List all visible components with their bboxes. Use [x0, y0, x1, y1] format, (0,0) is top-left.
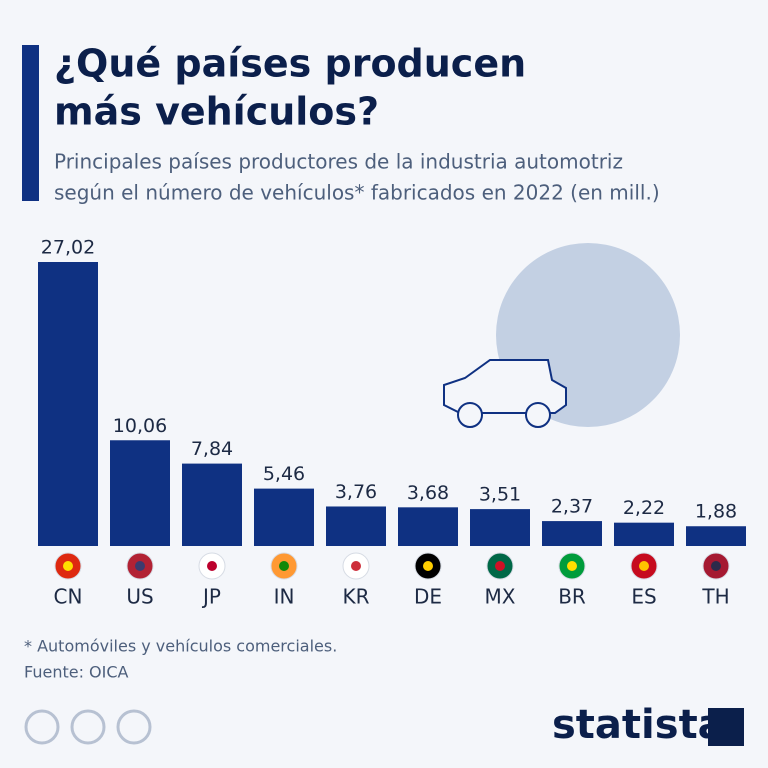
chart-subtitle: según el número de vehículos* fabricados…: [54, 181, 660, 205]
brand-logo: [708, 708, 744, 746]
flag-detail: [639, 561, 649, 571]
icon: [70, 709, 106, 745]
car-icon: [443, 359, 567, 414]
chart-title: ¿Qué países producen: [54, 42, 526, 86]
x-tick-label: IN: [274, 585, 295, 609]
chart-title: más vehículos?: [54, 90, 379, 134]
value-label: 7,84: [191, 438, 233, 460]
wheel: [457, 402, 483, 428]
x-tick-label: KR: [342, 585, 369, 609]
value-label: 2,37: [551, 496, 593, 518]
illustration: [443, 243, 680, 428]
source: Fuente: OICA: [24, 663, 129, 682]
flag-detail: [711, 561, 721, 571]
x-tick-label: CN: [54, 585, 83, 609]
icon: [24, 709, 60, 745]
bar: [110, 440, 170, 546]
x-tick-label: BR: [558, 585, 586, 609]
value-label: 27,02: [41, 237, 95, 259]
value-label: 3,76: [335, 481, 377, 503]
chart-subtitle: Principales países productores de la ind…: [54, 150, 623, 174]
flag-detail: [207, 561, 217, 571]
bar: [254, 488, 314, 546]
x-tick-label: ES: [631, 585, 656, 609]
value-label: 10,06: [113, 415, 167, 437]
x-tick-label: DE: [414, 585, 442, 609]
x-tick-label: MX: [485, 585, 516, 609]
brand: statista: [552, 702, 725, 748]
footnote: * Automóviles y vehículos comerciales.: [24, 637, 337, 656]
value-label: 3,68: [407, 482, 449, 504]
flag-detail: [423, 561, 433, 571]
bar: [542, 521, 602, 546]
bar: [38, 262, 98, 546]
flag-detail: [135, 561, 145, 571]
icon: [116, 709, 152, 745]
wheel: [525, 402, 551, 428]
x-tick-label: US: [126, 585, 153, 609]
title-accent: [22, 45, 39, 201]
value-label: 5,46: [263, 463, 305, 485]
value-label: 1,88: [695, 501, 737, 523]
flag-detail: [567, 561, 577, 571]
bar: [686, 526, 746, 546]
x-tick-label: TH: [701, 585, 729, 609]
bar: [326, 506, 386, 546]
bar: [614, 522, 674, 546]
bar: [182, 463, 242, 546]
flag-detail: [351, 561, 361, 571]
license-icons: [24, 709, 152, 745]
value-label: 3,51: [479, 484, 521, 506]
x-tick-label: JP: [201, 585, 221, 609]
bar: [470, 509, 530, 546]
bar: [398, 507, 458, 546]
flag-detail: [495, 561, 505, 571]
flag-detail: [63, 561, 73, 571]
flag-detail: [279, 561, 289, 571]
value-label: 2,22: [623, 497, 665, 519]
